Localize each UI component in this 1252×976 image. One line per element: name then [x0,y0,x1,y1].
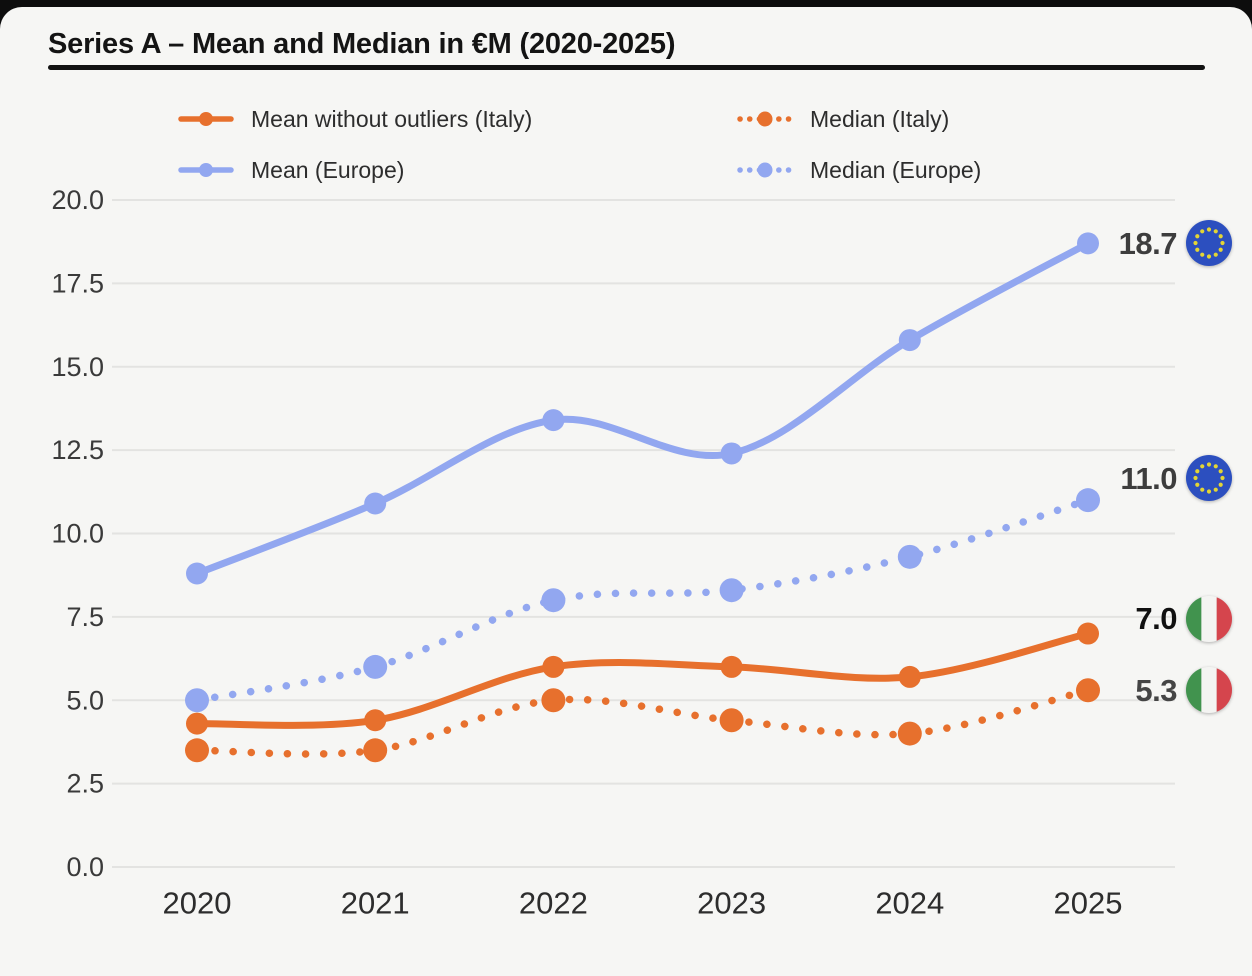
data-point-median-europe-2024 [897,544,922,569]
legend-sample-solid-line [178,163,234,177]
data-point-mean-italy-2023 [720,655,743,678]
legend-item-median-italy: Median (Italy) [737,103,949,135]
end-label-median-europe: 11.0 [1100,455,1232,502]
data-point-median-italy-2025 [1076,678,1100,703]
end-label-value: 5.3 [1135,672,1177,708]
data-point-median-italy-2024 [897,721,922,746]
legend-label: Median (Europe) [810,156,982,183]
data-point-mean-italy-2025 [1077,622,1099,645]
data-point-mean-europe-2021 [364,492,387,515]
legend-marker [757,162,773,178]
data-point-mean-europe-2023 [720,442,743,465]
title-rule [48,65,1205,70]
data-point-median-europe-2025 [1076,488,1100,513]
end-label-mean-europe: 18.7 [1100,220,1232,267]
series-line-mean-europe [193,239,1092,578]
legend-item-mean-italy: Mean without outliers (Italy) [178,103,532,135]
legend-marker [757,111,773,127]
data-point-mean-italy-2022 [542,655,565,678]
end-label-mean-italy: 7.0 [1100,595,1232,642]
data-point-median-europe-2022 [541,588,566,613]
legend-sample-dotted-line [737,162,793,178]
data-point-mean-europe-2020 [186,562,208,585]
x-axis-tick-label: 2022 [519,886,588,921]
eu-flag-icon [1186,455,1232,502]
y-axis-tick-label: 12.5 [51,435,104,465]
data-point-median-europe-2021 [363,654,388,679]
y-axis-tick-label: 15.0 [51,352,104,382]
legend-item-mean-europe: Mean (Europe) [178,154,404,186]
italy-flag-icon [1186,667,1232,714]
legend-marker [199,112,213,126]
series-line-median-italy [193,686,1092,758]
data-point-median-europe-2023 [719,578,744,603]
data-point-mean-italy-2024 [898,665,921,688]
eu-flag-icon [1186,220,1232,267]
end-label-value: 7.0 [1135,601,1177,637]
data-point-median-europe-2020 [185,688,209,713]
y-axis-tick-label: 17.5 [51,268,104,298]
end-label-value: 11.0 [1120,460,1177,496]
data-point-mean-europe-2022 [542,409,565,432]
data-point-median-italy-2021 [363,738,388,763]
y-axis-tick-label: 7.5 [66,602,104,632]
x-axis-tick-label: 2020 [163,886,232,921]
y-axis-tick-label: 2.5 [66,769,104,799]
end-label-value: 18.7 [1118,225,1178,261]
x-axis-tick-label: 2024 [875,886,944,921]
x-axis-tick-label: 2021 [341,886,410,921]
legend-label: Median (Italy) [810,105,950,132]
legend-sample-solid-line [178,112,234,126]
data-point-mean-italy-2021 [364,709,387,732]
legend-label: Mean without outliers (Italy) [251,105,533,132]
data-point-median-italy-2020 [185,738,209,763]
legend-sample-dotted-line [737,111,793,127]
data-point-median-italy-2022 [541,688,566,713]
y-axis-tick-label: 5.0 [66,685,104,715]
data-point-median-italy-2023 [719,708,744,733]
y-axis-tick-label: 0.0 [66,852,104,882]
legend-marker [199,163,213,177]
end-label-median-italy: 5.3 [1100,667,1232,714]
data-point-mean-europe-2024 [898,329,921,352]
chart-title: Series A – Mean and Median in €M (2020-2… [48,28,676,60]
italy-flag-icon [1186,595,1232,642]
legend-item-median-europe: Median (Europe) [737,154,981,186]
y-axis-tick-label: 10.0 [51,519,104,549]
legend-label: Mean (Europe) [251,156,405,183]
data-point-mean-italy-2020 [186,712,208,735]
x-axis-tick-label: 2025 [1054,886,1123,921]
y-axis-tick-label: 20.0 [51,185,104,215]
series-line-mean-italy [193,630,1092,729]
data-point-mean-europe-2025 [1077,232,1099,255]
x-axis-tick-label: 2023 [697,886,766,921]
